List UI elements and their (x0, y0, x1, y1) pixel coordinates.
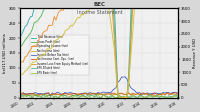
Y-axis label: bel117,USD millions: bel117,USD millions (3, 33, 7, 73)
Y-axis label: Revenue Y USD: Revenue Y USD (193, 38, 197, 68)
Legend: Total Revenue (ttm), Gross Profit (ttm), Operating Income (ttm), Net Income (ttm: Total Revenue (ttm), Gross Profit (ttm),… (30, 35, 89, 75)
Text: Income Statement: Income Statement (77, 10, 123, 15)
Text: BEC: BEC (94, 2, 106, 7)
